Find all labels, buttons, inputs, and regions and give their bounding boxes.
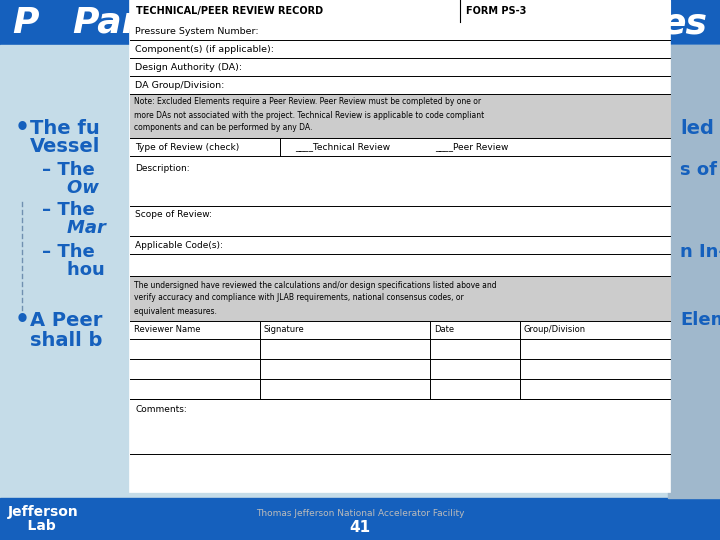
Text: •: • bbox=[15, 116, 30, 140]
Text: Vessel: Vessel bbox=[30, 138, 100, 157]
Text: Comments:: Comments: bbox=[135, 405, 186, 414]
Text: DA Group/Division:: DA Group/Division: bbox=[135, 80, 225, 90]
Text: Applicable Code(s):: Applicable Code(s): bbox=[135, 241, 223, 251]
Text: TECHNICAL/PEER REVIEW RECORD: TECHNICAL/PEER REVIEW RECORD bbox=[136, 6, 323, 16]
Text: Mar: Mar bbox=[42, 219, 106, 237]
Text: more DAs not associated with the project. Technical Review is applicable to code: more DAs not associated with the project… bbox=[134, 111, 485, 119]
Bar bbox=[130, 94, 670, 138]
Text: verify accuracy and compliance with JLAB requirements, national consensus codes,: verify accuracy and compliance with JLAB… bbox=[134, 294, 464, 302]
Text: Reviewer Name: Reviewer Name bbox=[134, 326, 200, 334]
Text: es: es bbox=[662, 6, 708, 40]
Text: Signature: Signature bbox=[264, 326, 305, 334]
Text: Group/Division: Group/Division bbox=[524, 326, 586, 334]
Bar bbox=[130, 0, 670, 22]
Text: The fu: The fu bbox=[30, 118, 100, 138]
Text: – The: – The bbox=[42, 201, 95, 219]
Text: Scope of Review:: Scope of Review: bbox=[135, 210, 212, 219]
Text: 41: 41 bbox=[349, 521, 371, 536]
Text: – The: – The bbox=[42, 161, 95, 179]
Text: Component(s) (if applicable):: Component(s) (if applicable): bbox=[135, 44, 274, 53]
Text: s of the: s of the bbox=[680, 161, 720, 179]
Text: ____Technical Review: ____Technical Review bbox=[295, 143, 390, 152]
Text: Description:: Description: bbox=[135, 164, 189, 173]
Text: equivalent measures.: equivalent measures. bbox=[134, 307, 217, 315]
Text: Type of Review (check): Type of Review (check) bbox=[135, 143, 239, 152]
Bar bbox=[130, 0, 670, 492]
Text: led: led bbox=[680, 118, 714, 138]
Text: Jefferson: Jefferson bbox=[8, 505, 78, 519]
Text: Ow: Ow bbox=[42, 179, 99, 197]
Bar bbox=[0, 45, 720, 498]
Text: The undersigned have reviewed the calculations and/or design specifications list: The undersigned have reviewed the calcul… bbox=[134, 280, 497, 289]
Text: ____Peer Review: ____Peer Review bbox=[435, 143, 508, 152]
Text: Design Authority (DA):: Design Authority (DA): bbox=[135, 63, 242, 71]
Text: Lab: Lab bbox=[8, 519, 55, 533]
Text: Thomas Jefferson National Accelerator Facility: Thomas Jefferson National Accelerator Fa… bbox=[256, 510, 464, 518]
Text: components and can be performed by any DA.: components and can be performed by any D… bbox=[134, 124, 312, 132]
Bar bbox=[668, 45, 720, 498]
Text: Part 3: Equivalent Measures: Part 3: Equivalent Measures bbox=[73, 6, 647, 40]
Text: Pressure System Number:: Pressure System Number: bbox=[135, 26, 258, 36]
Text: n In-: n In- bbox=[680, 243, 720, 261]
Text: •: • bbox=[15, 308, 30, 332]
Text: shall b: shall b bbox=[30, 330, 102, 349]
Text: hou: hou bbox=[42, 261, 104, 279]
Text: FORM PS-3: FORM PS-3 bbox=[466, 6, 526, 16]
Text: A Peer: A Peer bbox=[30, 310, 102, 329]
Bar bbox=[0, 498, 720, 540]
Text: – The: – The bbox=[42, 243, 95, 261]
Text: Element: Element bbox=[680, 311, 720, 329]
Bar bbox=[130, 276, 670, 321]
Bar bbox=[0, 0, 720, 45]
Text: P: P bbox=[12, 6, 38, 40]
Text: Note: Excluded Elements require a Peer Review. Peer Review must be completed by : Note: Excluded Elements require a Peer R… bbox=[134, 98, 481, 106]
Text: Date: Date bbox=[434, 326, 454, 334]
